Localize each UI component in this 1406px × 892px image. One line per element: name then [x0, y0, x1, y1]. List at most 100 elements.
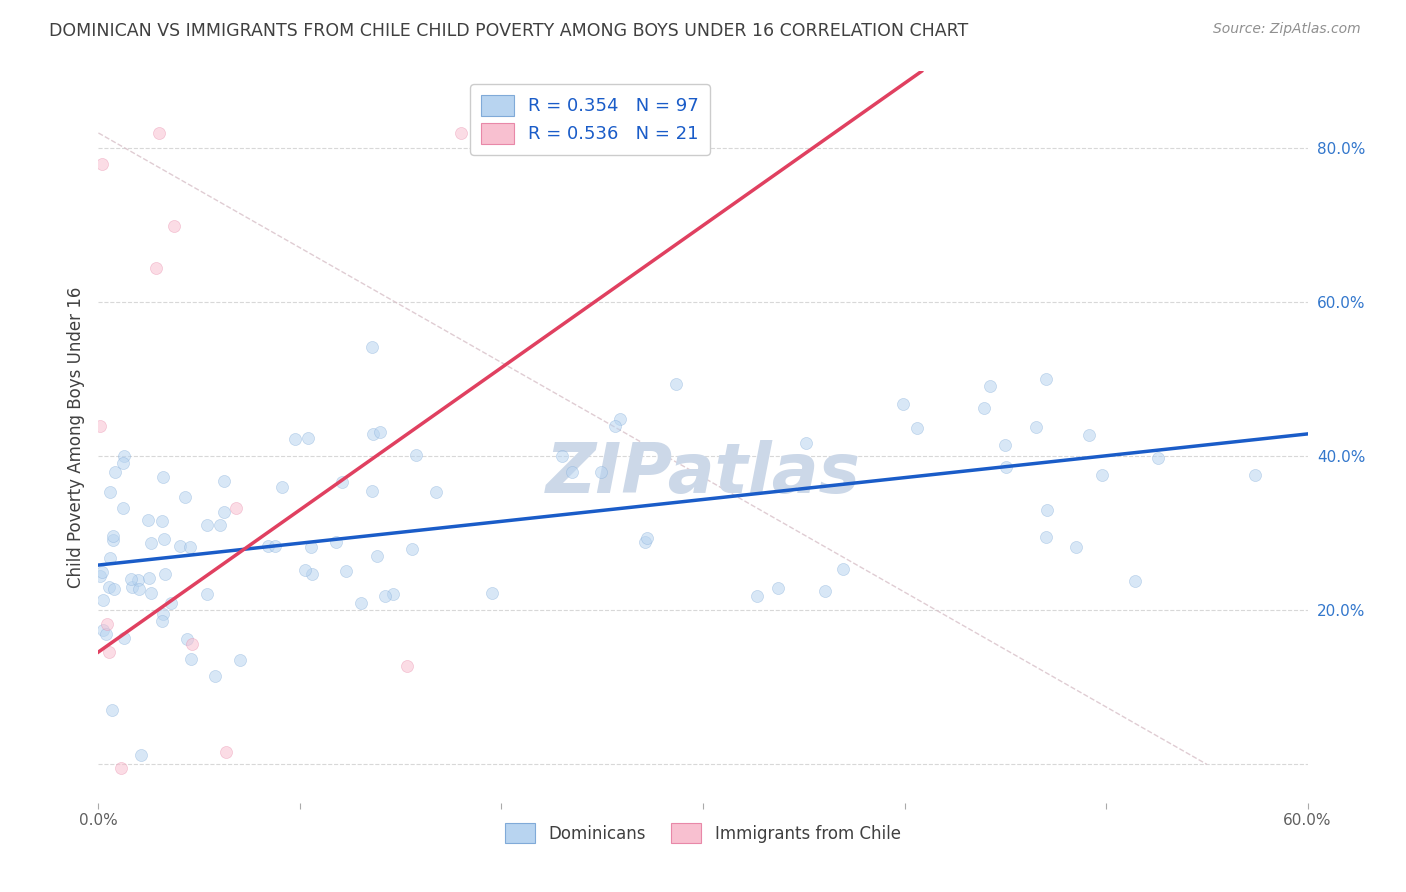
Point [481, 586, 503, 600]
Point [994, 460, 1017, 475]
Point [212, 474, 235, 488]
Point [1147, 451, 1170, 466]
Point [1035, 371, 1057, 385]
Point [973, 401, 995, 415]
Point [128, 582, 150, 597]
Point [127, 573, 149, 587]
Point [94, 627, 117, 641]
Point [229, 653, 252, 667]
Point [131, 748, 153, 763]
Point [104, 465, 127, 479]
Point [110, 761, 132, 775]
Point [766, 581, 789, 595]
Point [125, 819, 148, 833]
Point [98, 580, 121, 594]
Point [561, 465, 583, 479]
Point [271, 480, 294, 494]
Point [1243, 468, 1265, 483]
Point [91, 624, 114, 638]
Point [148, 126, 170, 140]
Point [634, 534, 657, 549]
Point [120, 573, 142, 587]
Point [1036, 502, 1059, 516]
Point [111, 456, 134, 470]
Point [794, 436, 817, 450]
Point [98, 819, 121, 833]
Point [366, 549, 388, 564]
Point [153, 532, 176, 546]
Point [665, 377, 688, 392]
Point [97, 819, 120, 833]
Point [284, 432, 307, 446]
Y-axis label: Child Poverty Among Boys Under 16: Child Poverty Among Boys Under 16 [66, 286, 84, 588]
Point [325, 534, 347, 549]
Point [150, 514, 173, 528]
Point [1077, 428, 1099, 442]
Point [103, 582, 125, 596]
Point [163, 219, 186, 233]
Point [831, 562, 853, 576]
Point [209, 517, 232, 532]
Point [195, 518, 218, 533]
Legend: Dominicans, Immigrants from Chile: Dominicans, Immigrants from Chile [499, 817, 907, 849]
Point [90, 566, 112, 580]
Point [257, 539, 280, 553]
Point [96, 616, 118, 631]
Point [91, 157, 114, 171]
Text: DOMINICAN VS IMMIGRANTS FROM CHILE CHILD POVERTY AMONG BOYS UNDER 16 CORRELATION: DOMINICAN VS IMMIGRANTS FROM CHILE CHILD… [49, 22, 969, 40]
Point [745, 589, 768, 603]
Point [121, 580, 143, 594]
Point [100, 550, 122, 565]
Point [204, 668, 226, 682]
Point [145, 260, 167, 275]
Point [425, 484, 447, 499]
Point [181, 637, 204, 651]
Point [138, 571, 160, 585]
Point [214, 505, 236, 519]
Point [169, 539, 191, 553]
Point [139, 535, 162, 549]
Point [112, 632, 135, 646]
Point [98, 644, 121, 658]
Point [139, 586, 162, 600]
Point [405, 448, 427, 462]
Point [180, 651, 202, 665]
Point [609, 412, 631, 426]
Point [153, 566, 176, 581]
Point [361, 483, 384, 498]
Point [301, 566, 323, 581]
Point [100, 703, 122, 717]
Point [636, 532, 658, 546]
Point [100, 484, 122, 499]
Point [891, 396, 914, 410]
Point [150, 614, 173, 628]
Point [374, 589, 396, 603]
Point [89, 569, 111, 583]
Point [179, 819, 201, 833]
Point [152, 470, 174, 484]
Point [450, 126, 472, 140]
Point [93, 819, 115, 833]
Point [994, 438, 1017, 452]
Point [97, 819, 120, 833]
Point [361, 426, 384, 441]
Point [395, 659, 418, 673]
Point [152, 607, 174, 621]
Point [228, 819, 250, 833]
Point [1123, 574, 1146, 588]
Point [589, 465, 612, 479]
Point [101, 819, 124, 833]
Point [814, 583, 837, 598]
Point [179, 540, 201, 554]
Point [195, 587, 218, 601]
Point [89, 418, 111, 433]
Text: ZIPatlas: ZIPatlas [546, 440, 860, 508]
Point [101, 533, 124, 547]
Point [176, 632, 198, 646]
Point [1064, 540, 1087, 554]
Point [979, 379, 1001, 393]
Point [1091, 468, 1114, 483]
Point [112, 449, 135, 463]
Point [225, 500, 247, 515]
Point [1035, 530, 1057, 544]
